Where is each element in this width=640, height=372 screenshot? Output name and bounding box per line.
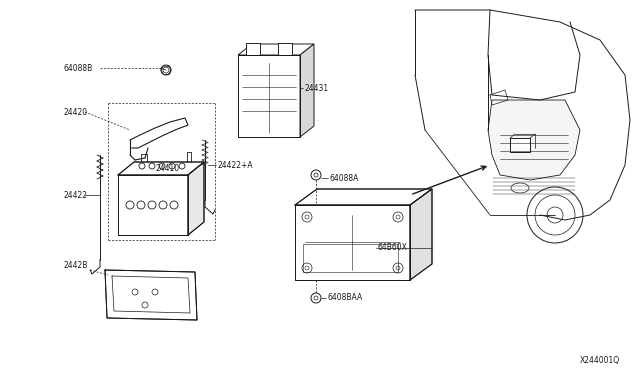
Polygon shape	[300, 44, 314, 137]
Polygon shape	[295, 205, 410, 280]
Polygon shape	[278, 43, 292, 55]
Bar	[303, 244, 398, 272]
Polygon shape	[488, 100, 580, 180]
Text: 64088B: 64088B	[63, 64, 92, 73]
Text: 24422+A: 24422+A	[218, 160, 253, 170]
Text: 2442B: 2442B	[63, 260, 88, 269]
Polygon shape	[238, 55, 300, 137]
Text: X244001Q: X244001Q	[580, 356, 620, 365]
Polygon shape	[246, 43, 260, 55]
Bar	[510, 138, 530, 152]
Polygon shape	[118, 175, 188, 235]
Text: 64B60X: 64B60X	[378, 244, 408, 253]
Text: 24422: 24422	[63, 190, 87, 199]
Text: 64088A: 64088A	[330, 173, 360, 183]
Text: 6408BAA: 6408BAA	[328, 294, 364, 302]
Polygon shape	[295, 189, 432, 205]
Polygon shape	[118, 162, 204, 175]
Text: 24410: 24410	[155, 164, 179, 173]
Text: 24420: 24420	[63, 108, 87, 116]
Polygon shape	[105, 270, 197, 320]
Text: 24431: 24431	[305, 83, 329, 93]
Polygon shape	[238, 44, 314, 55]
Polygon shape	[188, 162, 204, 235]
Polygon shape	[410, 189, 432, 280]
